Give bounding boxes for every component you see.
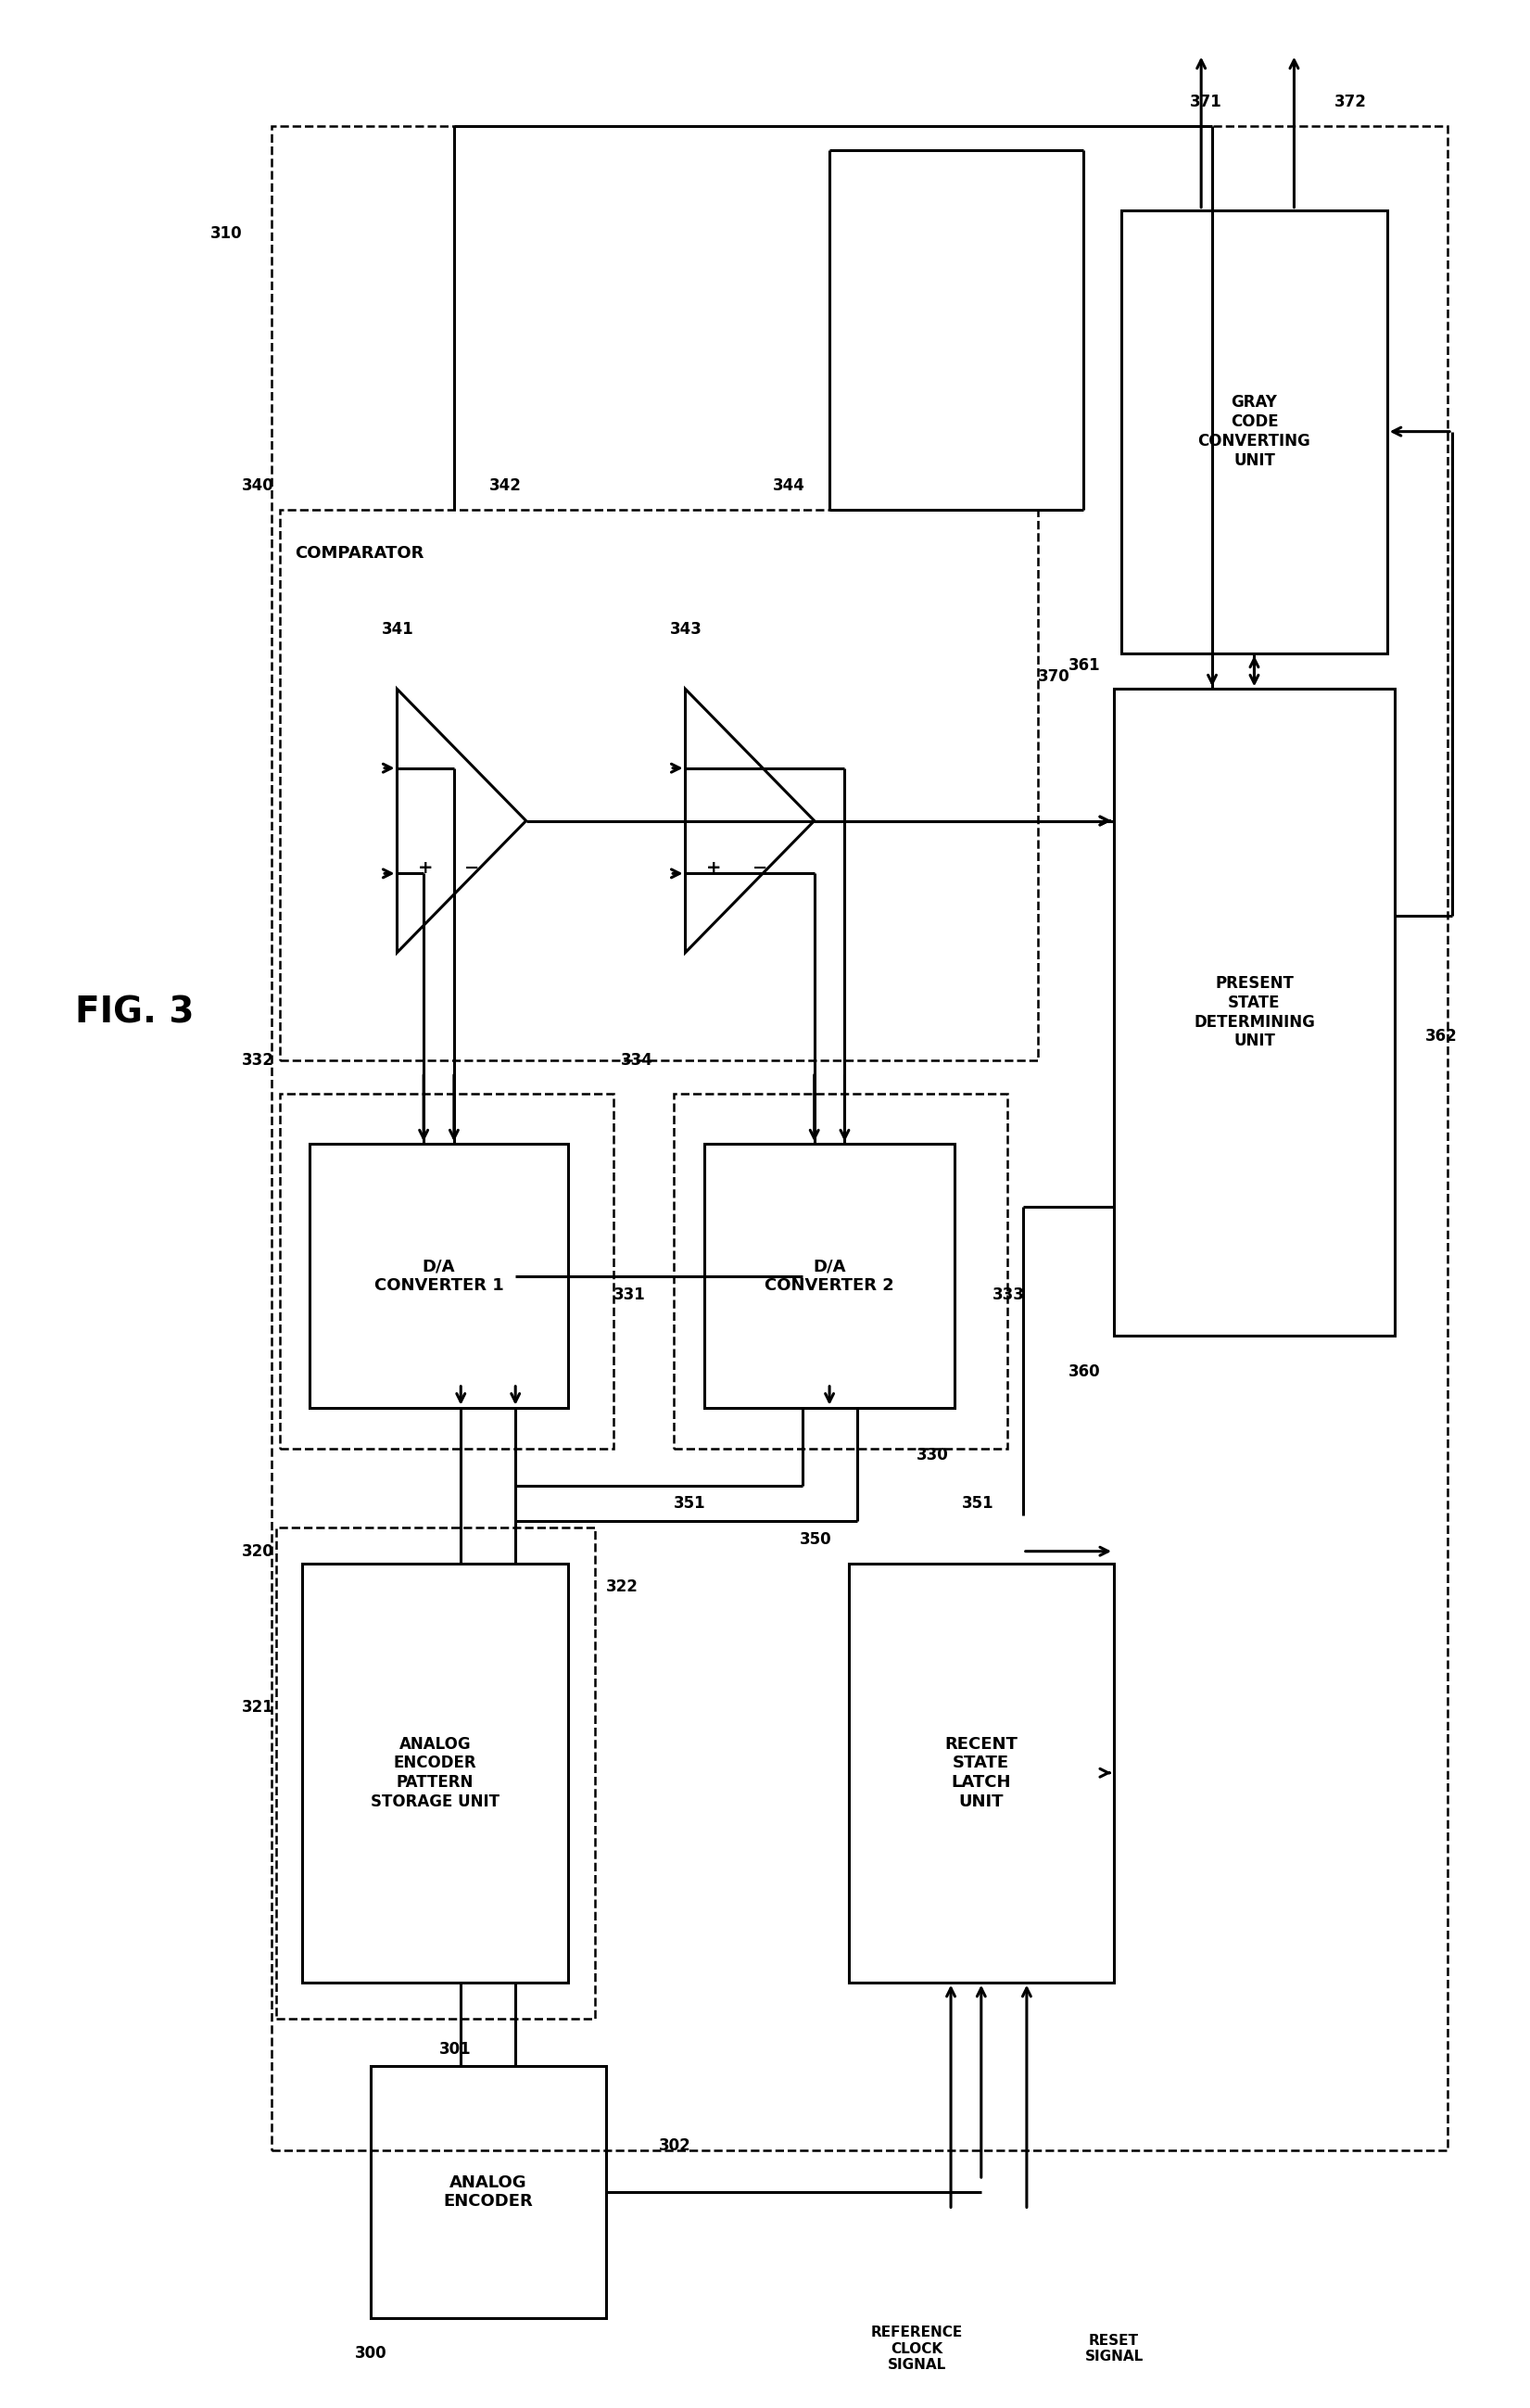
Text: REFERENCE
CLOCK
SIGNAL: REFERENCE CLOCK SIGNAL [871, 2326, 962, 2372]
Text: PRESENT
STATE
DETERMINING
UNIT: PRESENT STATE DETERMINING UNIT [1193, 975, 1314, 1050]
Text: 300: 300 [355, 2345, 387, 2362]
Text: 322: 322 [606, 1580, 638, 1597]
Text: 371: 371 [1190, 94, 1222, 111]
Text: D/A
CONVERTER 1: D/A CONVERTER 1 [373, 1257, 503, 1293]
Bar [303, 1563, 568, 1982]
Bar [280, 1093, 614, 1447]
Text: 321: 321 [242, 1698, 274, 1714]
Text: +: + [705, 860, 721, 877]
Text: −: − [464, 860, 479, 877]
Bar [272, 125, 1447, 2150]
Text: RECENT
STATE
LATCH
UNIT: RECENT STATE LATCH UNIT [944, 1736, 1017, 1811]
Text: 302: 302 [659, 2136, 692, 2153]
Text: 331: 331 [614, 1286, 646, 1303]
Text: 372: 372 [1334, 94, 1366, 111]
Bar [311, 1144, 568, 1409]
Text: 361: 361 [1068, 657, 1100, 674]
Text: RESET
SIGNAL: RESET SIGNAL [1085, 2333, 1143, 2365]
Text: 351: 351 [675, 1495, 705, 1512]
Bar [1114, 689, 1395, 1336]
Bar [1121, 209, 1388, 653]
Bar [277, 1527, 595, 2018]
Text: 332: 332 [242, 1052, 274, 1069]
Text: 362: 362 [1424, 1028, 1457, 1045]
Text: 320: 320 [242, 1544, 274, 1560]
Text: D/A
CONVERTER 2: D/A CONVERTER 2 [765, 1257, 894, 1293]
Text: 310: 310 [211, 226, 242, 243]
Text: 351: 351 [962, 1495, 995, 1512]
Bar [370, 2066, 606, 2319]
Text: ANALOG
ENCODER: ANALOG ENCODER [444, 2174, 532, 2211]
Text: 350: 350 [800, 1531, 832, 1548]
Text: GRAY
CODE
CONVERTING
UNIT: GRAY CODE CONVERTING UNIT [1198, 395, 1311, 470]
Text: ANALOG
ENCODER
PATTERN
STORAGE UNIT: ANALOG ENCODER PATTERN STORAGE UNIT [370, 1736, 499, 1811]
Text: COMPARATOR: COMPARATOR [295, 544, 424, 561]
Text: 333: 333 [993, 1286, 1025, 1303]
Text: 370: 370 [1037, 669, 1071, 686]
Bar [849, 1563, 1114, 1982]
Text: 334: 334 [621, 1052, 653, 1069]
Text: FIG. 3: FIG. 3 [75, 995, 194, 1031]
Bar [675, 1093, 1008, 1447]
Text: 342: 342 [490, 477, 522, 494]
Text: 301: 301 [439, 2042, 471, 2059]
Text: 341: 341 [382, 621, 415, 638]
Bar [704, 1144, 955, 1409]
Text: 344: 344 [773, 477, 805, 494]
Text: 343: 343 [670, 621, 702, 638]
Bar [280, 510, 1037, 1060]
Text: +: + [418, 860, 433, 877]
Text: 360: 360 [1068, 1363, 1100, 1380]
Text: 340: 340 [242, 477, 274, 494]
Text: 330: 330 [916, 1447, 949, 1464]
Text: −: − [753, 860, 768, 877]
